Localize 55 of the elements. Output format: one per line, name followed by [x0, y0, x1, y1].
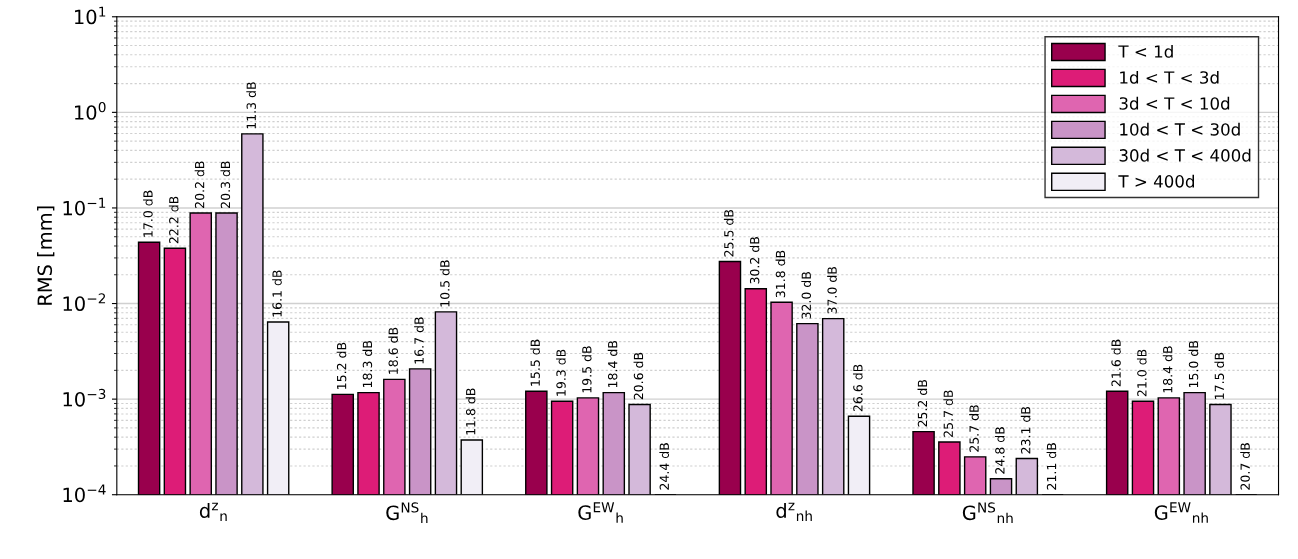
annotation: 20.7 dB: [1240, 443, 1250, 490]
annotation: 15.0 dB: [1188, 341, 1199, 388]
annotation: 11.3 dB: [246, 82, 256, 129]
annotation: 23.1 dB: [1020, 406, 1031, 454]
annotation: 37.0 dB: [827, 267, 837, 314]
x-tick-label: d$^{z}$$_{n}$: [199, 502, 227, 521]
y-tick-label: 10$^{−1}$: [63, 197, 106, 216]
y-tick-label: 10$^{1}$: [75, 6, 106, 25]
annotation: 18.4 dB: [1162, 346, 1173, 393]
x-tick-label: G$^{EW}$$_{h}$: [578, 502, 623, 523]
legend-label: 10d < T < 30d: [1120, 122, 1240, 136]
x-tick-label: G$^{EW}$$_{nh}$: [1154, 502, 1208, 523]
annotation: 31.8 dB: [775, 250, 786, 298]
annotation: 19.5 dB: [581, 346, 592, 393]
annotation: 15.5 dB: [530, 339, 540, 386]
annotation: 18.6 dB: [388, 327, 398, 374]
annotation: 22.2 dB: [168, 196, 179, 244]
annotation: 32.0 dB: [801, 272, 812, 319]
x-tick-label: G$^{NS}$$_{h}$: [386, 502, 428, 524]
annotation: 16.1 dB: [272, 270, 282, 317]
legend-label: 3d < T < 10d: [1119, 96, 1230, 110]
annotation: 21.6 dB: [1111, 339, 1121, 387]
legend-label: 30d < T < 400d: [1119, 148, 1251, 162]
annotation: 20.3 dB: [220, 161, 231, 208]
y-tick-label: 10$^{0}$: [75, 102, 106, 120]
legend-label: T > 400d: [1118, 174, 1194, 188]
x-tick-label: d$^{z}$$_{nh}$: [776, 502, 812, 521]
annotation: 24.4 dB: [659, 443, 670, 490]
annotation: 17.5 dB: [1214, 352, 1225, 399]
annotation: 20.2 dB: [194, 161, 205, 208]
annotation: 19.3 dB: [556, 349, 566, 396]
annotation: 21.1 dB: [1046, 443, 1057, 490]
annotation: 21.0 dB: [1136, 349, 1147, 397]
legend-label: T < 1d: [1118, 44, 1173, 58]
annotation: 18.3 dB: [362, 341, 373, 388]
annotation: 26.6 dB: [852, 364, 863, 412]
annotation: 10.5 dB: [439, 260, 450, 307]
annotation: 30.2 dB: [749, 237, 760, 284]
y-tick-label: 10$^{−4}$: [63, 484, 106, 503]
annotation: 25.7 dB: [943, 390, 954, 437]
annotation: 17.0 dB: [143, 190, 153, 237]
annotation: 20.6 dB: [633, 352, 644, 400]
y-tick-label: 10$^{−3}$: [63, 388, 106, 407]
annotation: 25.5 dB: [723, 209, 734, 257]
annotation: 24.8 dB: [994, 427, 1005, 474]
y-axis-title: RMS [mm]: [37, 206, 55, 305]
annotation: 15.2 dB: [336, 342, 347, 389]
y-tick-label: 10$^{−2}$: [63, 293, 106, 312]
annotation: 18.4 dB: [607, 341, 618, 388]
annotation: 11.8 dB: [465, 388, 476, 435]
annotation: 25.7 dB: [969, 405, 979, 452]
x-tick-label: G$^{NS}$$_{nh}$: [962, 502, 1013, 524]
annotation: 25.2 dB: [917, 380, 928, 427]
legend-label: 1d < T < 3d: [1120, 70, 1219, 84]
annotation: 16.7 dB: [414, 317, 424, 364]
